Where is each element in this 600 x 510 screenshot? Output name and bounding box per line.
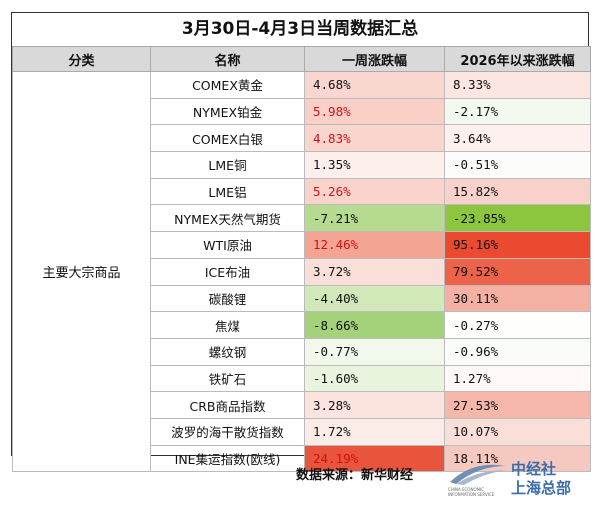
header-category: 分类 [12,46,151,72]
weekly-change-cell: -8.66% [304,311,445,339]
ytd-change-cell: -0.51% [444,151,591,179]
ytd-change-cell: -0.27% [444,311,591,339]
name-cell: 波罗的海干散货指数 [150,417,305,446]
publisher-logo: 中经社 上海总部 CHINA ECONOMIC INFORMATION SERV… [448,458,588,504]
ytd-change-cell: 1.27% [444,364,591,393]
table-row: WTI原油 12.46% 95.16% [13,231,591,259]
table-row: LME铜 1.35% -0.51% [13,151,591,179]
weekly-change-cell: -1.60% [304,364,445,393]
name-cell: ICE布油 [150,257,305,286]
name-cell: 碳酸锂 [150,284,305,313]
data-source: 数据来源：新华财经 [296,468,414,483]
ytd-change-cell: -23.85% [444,204,591,233]
name-cell: COMEX黄金 [150,71,305,99]
name-cell: COMEX白银 [150,124,305,153]
name-cell: LME铝 [150,177,305,206]
ytd-change-cell: 18.11% [444,444,591,473]
table-row: NYMEX铂金 5.98% -2.17% [13,97,591,126]
ytd-change-cell: -0.96% [444,337,591,366]
ytd-change-cell: -2.17% [444,97,591,126]
name-cell: WTI原油 [150,231,305,259]
logo-name-line2: 上海总部 [511,479,572,497]
ytd-change-cell: 95.16% [444,231,591,259]
name-cell: INE集运指数(欧线) [150,444,305,473]
header-name: 名称 [150,46,305,72]
weekly-change-cell: -0.77% [304,337,445,366]
ytd-change-cell: 30.11% [444,284,591,313]
table-title: 3月30日-4月3日当周数据汇总 [12,13,588,47]
ytd-change-cell: 8.33% [444,71,591,99]
table-row: 铁矿石 -1.60% 1.27% [13,364,591,393]
table-row: 焦煤 -8.66% -0.27% [13,311,591,339]
name-cell: 螺纹钢 [150,337,305,366]
table-row: LME铝 5.26% 15.82% [13,177,591,206]
weekly-change-cell: 24.19% [304,444,445,473]
ytd-change-cell: 27.53% [444,391,591,419]
table-row: 波罗的海干散货指数 1.72% 10.07% [13,417,591,446]
weekly-change-cell: 5.98% [304,97,445,126]
name-cell: 焦煤 [150,311,305,339]
weekly-change-cell: 5.26% [304,177,445,206]
name-cell: CRB商品指数 [150,391,305,419]
data-table: 分类 名称 一周涨跌幅 2026年以来涨跌幅 主要大宗商品 COMEX黄金 4.68… [12,46,591,473]
logo-text: 中经社 上海总部 [511,460,571,498]
ytd-change-cell: 10.07% [444,417,591,446]
table-row: CRB商品指数 3.28% 27.53% [13,391,591,419]
weekly-change-cell: 1.72% [304,417,445,446]
table-row: 主要大宗商品 COMEX黄金 4.68% 8.33% [12,70,591,473]
weekly-change-cell: 4.68% [304,71,445,99]
table-row: COMEX白银 4.83% 3.64% [13,124,591,153]
table-row: ICE布油 3.72% 79.52% [13,257,591,286]
name-cell: LME铜 [150,151,305,179]
ytd-change-cell: 15.82% [444,177,591,206]
name-cell: NYMEX天然气期货 [150,204,305,233]
name-cell: 铁矿石 [150,364,305,393]
ytd-change-cell: 3.64% [444,124,591,153]
logo-name-line1: 中经社 [511,460,557,478]
name-cell: NYMEX铂金 [150,97,305,126]
category-cell: 主要大宗商品 [12,70,151,473]
weekly-change-cell: 1.35% [304,151,445,179]
header-weekly: 一周涨跌幅 [304,46,445,72]
weekly-change-cell: 3.28% [304,391,445,419]
logo-subtitle: CHINA ECONOMIC INFORMATION SERVICE [448,487,495,497]
weekly-change-cell: 3.72% [304,257,445,286]
header-ytd: 2026年以来涨跌幅 [444,46,591,72]
data-table-frame: 3月30日-4月3日当周数据汇总 分类 名称 一周涨跌幅 2026年以来涨跌幅 … [11,12,591,473]
weekly-change-cell: -7.21% [304,204,445,233]
weekly-change-cell: -4.40% [304,284,445,313]
ytd-change-cell: 79.52% [444,257,591,286]
weekly-change-cell: 4.83% [304,124,445,153]
weekly-change-cell: 12.46% [304,231,445,259]
logo-swoosh-icon [450,464,506,485]
table-row: NYMEX天然气期货 -7.21% -23.85% [13,204,591,233]
header-row: 分类 名称 一周涨跌幅 2026年以来涨跌幅 [12,46,591,72]
table-row: INE集运指数(欧线) 24.19% 18.11% [13,444,591,473]
